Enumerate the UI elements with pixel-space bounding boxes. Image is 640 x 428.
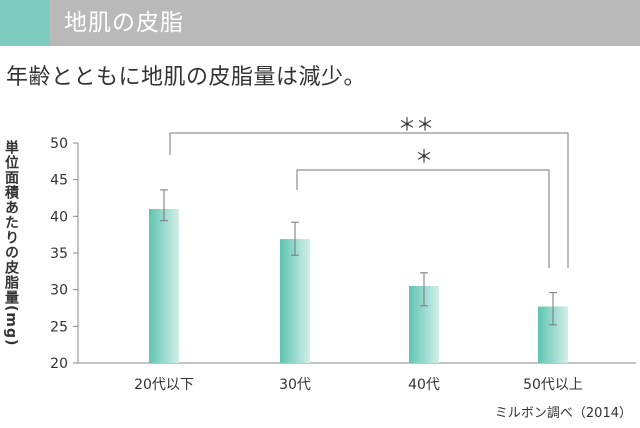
significance-bracket <box>296 169 550 268</box>
bar <box>280 239 310 363</box>
significance-label: ＊＊ <box>398 115 434 136</box>
y-tick-label: 45 <box>50 173 68 189</box>
source-note: ミルボン調べ（2014） <box>494 406 632 421</box>
y-tick-label: 40 <box>50 209 68 225</box>
x-tick-label: 50代以上 <box>523 377 583 393</box>
x-tick-label: 40代 <box>408 377 440 393</box>
y-tick-label: 30 <box>50 283 68 299</box>
page-title: 地肌の皮脂 <box>64 10 184 36</box>
significance-bracket <box>169 132 569 268</box>
header-accent <box>0 0 50 46</box>
y-tick-label: 25 <box>50 319 68 335</box>
x-tick-label: 20代以下 <box>134 377 194 393</box>
y-tick-label: 50 <box>50 136 68 152</box>
header-bar <box>0 0 640 46</box>
y-axis-label: 単位面積あたりの皮脂量(mg) <box>3 140 19 347</box>
y-tick-label: 20 <box>50 356 68 372</box>
y-tick-label: 35 <box>50 246 68 262</box>
significance-label: ＊ <box>415 147 433 168</box>
x-tick-label: 30代 <box>279 377 311 393</box>
bar <box>149 209 179 363</box>
subtitle: 年齢とともに地肌の皮脂量は減少。 <box>6 65 367 90</box>
